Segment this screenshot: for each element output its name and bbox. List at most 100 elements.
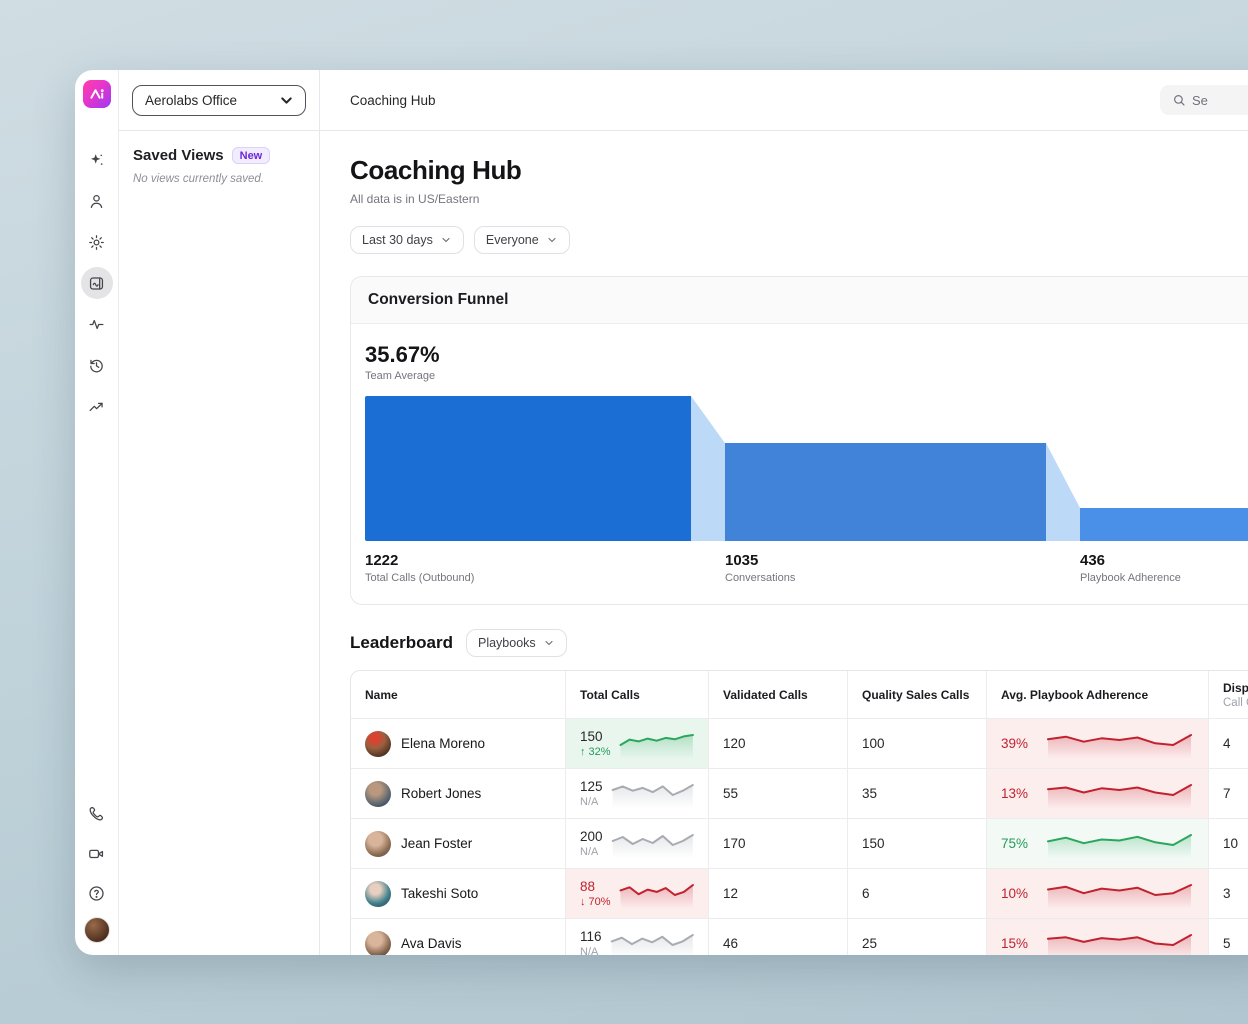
total-calls-cell: 88 ↓ 70% (566, 869, 709, 919)
row-avatar (365, 830, 391, 857)
new-badge: New (231, 147, 271, 164)
stage-name: Conversations (725, 572, 796, 584)
leaderboard-row[interactable]: Jean Foster 200 N/A 170 150 75% 10 (351, 819, 1248, 869)
sparkle-icon[interactable] (81, 144, 113, 176)
person-name: Robert Jones (401, 786, 482, 801)
icon-rail (75, 70, 119, 955)
total-calls-sparkline (611, 779, 694, 809)
settings-icon[interactable] (81, 226, 113, 258)
saved-views-empty-note: No views currently saved. (133, 173, 265, 185)
quality-calls-cell: 6 (848, 869, 987, 919)
column-header: Total Calls (566, 671, 709, 719)
adherence-sparkline (1045, 879, 1194, 909)
leaderboard-row[interactable]: Elena Moreno 150 ↑ 32% 120 100 39% 4 (351, 719, 1248, 769)
phone-icon[interactable] (81, 797, 113, 829)
total-calls-value: 125 (580, 779, 603, 794)
user-icon[interactable] (81, 185, 113, 217)
funnel-stage-label: 436 Playbook Adherence (1080, 552, 1181, 584)
stage-name: Playbook Adherence (1080, 572, 1181, 584)
overflow-col-line1: Dispo (1223, 680, 1248, 695)
funnel-connector (1046, 443, 1080, 541)
total-calls-value: 116 (580, 929, 602, 944)
total-calls-delta: ↓ 70% (580, 896, 611, 908)
adherence-cell: 15% (987, 919, 1209, 955)
playbooks-selector[interactable]: Playbooks (465, 629, 567, 657)
overflow-value-cell: 7 (1209, 769, 1248, 819)
page-title: Coaching Hub (350, 155, 522, 185)
quality-calls-cell: 25 (848, 919, 987, 955)
funnel-stage-labels: 1222 Total Calls (Outbound) 1035 Conversati… (365, 552, 1248, 590)
user-avatar[interactable] (83, 917, 110, 943)
column-header: Validated Calls (709, 671, 848, 719)
validated-calls-cell: 120 (709, 719, 848, 769)
quality-calls-cell: 35 (848, 769, 987, 819)
saved-views-panel: Saved Views New No views currently saved… (119, 131, 320, 955)
funnel-stage-1-bar[interactable] (365, 396, 691, 541)
conversion-funnel-card: Conversion Funnel 35.67% Team Average 12… (350, 276, 1248, 605)
adherence-sparkline (1045, 929, 1194, 955)
leaderboard-row[interactable]: Robert Jones 125 N/A 55 35 13% 7 (351, 769, 1248, 819)
adherence-sparkline (1045, 829, 1194, 859)
leaderboard-title: Leaderboard (350, 633, 453, 652)
search-input[interactable]: Se (1160, 85, 1248, 115)
person-name: Ava Davis (401, 936, 462, 951)
total-calls-sparkline (619, 729, 694, 759)
name-cell: Jean Foster (351, 819, 566, 869)
row-avatar (365, 730, 391, 757)
activity-icon[interactable] (81, 308, 113, 340)
adherence-value: 13% (1001, 786, 1029, 801)
quality-calls-cell: 150 (848, 819, 987, 869)
card-title: Conversion Funnel (368, 291, 509, 308)
search-icon (1174, 95, 1185, 106)
adherence-cell: 39% (987, 719, 1209, 769)
chevron-down-icon (545, 640, 553, 646)
stage-value: 1222 (365, 552, 399, 569)
total-calls-value: 88 (580, 879, 596, 894)
person-name: Jean Foster (401, 836, 473, 851)
audience-label: Everyone (485, 233, 539, 247)
name-cell: Ava Davis (351, 919, 566, 955)
name-cell: Robert Jones (351, 769, 566, 819)
stage-value: 436 (1080, 552, 1106, 569)
date-range-filter[interactable]: Last 30 days (350, 226, 464, 254)
person-name: Elena Moreno (401, 736, 486, 751)
overflow-value-cell: 5 (1209, 919, 1248, 955)
funnel-stage-label: 1035 Conversations (725, 552, 795, 584)
total-calls-cell: 125 N/A (566, 769, 709, 819)
coaching-hub-icon[interactable] (80, 267, 113, 299)
total-calls-delta: N/A (580, 796, 599, 808)
trending-up-icon[interactable] (81, 390, 113, 422)
workspace-selector[interactable]: Aerolabs Office (132, 84, 306, 116)
date-range-label: Last 30 days (362, 233, 433, 247)
total-calls-cell: 200 N/A (566, 819, 709, 869)
validated-calls-cell: 46 (709, 919, 848, 955)
team-average-value: 35.67% (365, 342, 440, 367)
funnel-stage-3-bar[interactable] (1080, 508, 1248, 541)
sidebar-header: Aerolabs Office (119, 70, 320, 131)
total-calls-delta: N/A (580, 846, 599, 858)
video-icon[interactable] (81, 837, 113, 869)
adherence-cell: 10% (987, 869, 1209, 919)
validated-calls-cell: 12 (709, 869, 848, 919)
team-average-label: Team Average (365, 370, 436, 382)
person-name: Takeshi Soto (401, 886, 479, 901)
help-icon[interactable] (81, 877, 113, 909)
leaderboard-table: Name Total Calls Validated Calls Quality Sa… (350, 670, 1248, 955)
total-calls-delta: ↑ 32% (580, 746, 611, 758)
leaderboard-row[interactable]: Ava Davis 116 N/A 46 25 15% 5 (351, 919, 1248, 955)
total-calls-cell: 116 N/A (566, 919, 709, 955)
chevron-down-icon (442, 237, 450, 243)
adherence-value: 75% (1001, 836, 1029, 851)
funnel-stage-2-bar[interactable] (725, 443, 1046, 541)
row-avatar (365, 780, 391, 807)
filter-bar: Last 30 days Everyone (350, 226, 1248, 254)
audience-filter[interactable]: Everyone (473, 226, 570, 254)
app-logo[interactable] (82, 80, 111, 108)
chevron-down-icon (281, 96, 292, 104)
total-calls-value: 200 (580, 829, 603, 844)
history-icon[interactable] (81, 349, 113, 381)
stage-name: Total Calls (Outbound) (365, 572, 475, 584)
app-window: Aerolabs Office Coaching Hub Se Saved Vi… (75, 70, 1248, 955)
validated-calls-cell: 170 (709, 819, 848, 869)
leaderboard-row[interactable]: Takeshi Soto 88 ↓ 70% 12 6 10% 3 (351, 869, 1248, 919)
